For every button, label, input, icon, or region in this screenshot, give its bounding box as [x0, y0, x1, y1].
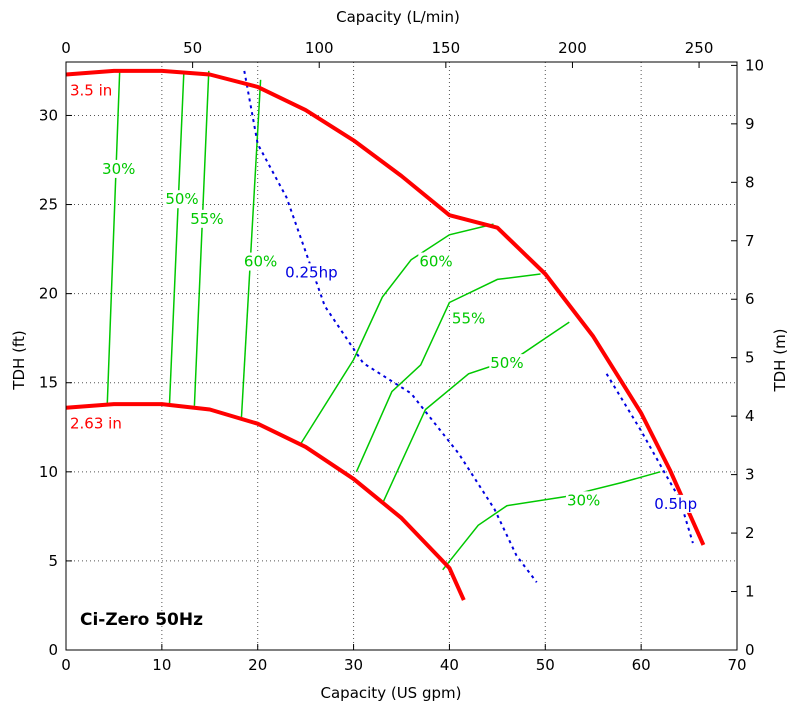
y-left-tick-label: 30: [39, 106, 58, 124]
y-right-tick-label: 1: [745, 583, 755, 601]
power-label: 0.5hp: [654, 495, 697, 513]
x-axis-bottom-title: Capacity (US gpm): [321, 684, 462, 702]
efficiency-label-bg: [242, 252, 279, 271]
efficiency-curve: [168, 70, 185, 405]
efficiency-label: 30%: [567, 491, 600, 509]
efficiency-label-group: 50%: [164, 190, 200, 209]
impeller-label-group: 2.63 in: [69, 414, 123, 433]
x-bottom-tick-label: 10: [152, 656, 171, 674]
impeller-label-bg: [69, 81, 114, 100]
y-axis-left-title: TDH (ft): [10, 330, 28, 390]
efficiency-curve: [193, 70, 210, 406]
efficiency-label: 30%: [102, 160, 135, 178]
y-right-tick-label: 2: [745, 524, 755, 542]
efficiency-label-group: 30%: [565, 491, 602, 510]
power-label: 0.25hp: [285, 263, 337, 281]
efficiency-label-bg: [450, 309, 487, 328]
efficiency-curve: [106, 70, 121, 406]
x-bottom-tick-label: 0: [61, 656, 71, 674]
efficiency-label-group: 55%: [189, 209, 225, 228]
efficiency-curve: [299, 223, 494, 446]
y-right-tick-label: 3: [745, 466, 755, 484]
x-top-tick-label: 200: [558, 39, 587, 57]
power-label-group: 0.25hp: [284, 263, 339, 282]
power-label-bg: [284, 263, 339, 282]
efficiency-label: 55%: [190, 210, 223, 228]
x-top-tick-label: 50: [183, 39, 202, 57]
x-bottom-tick-label: 40: [440, 656, 459, 674]
y-left-tick-label: 10: [39, 463, 58, 481]
efficiency-label-bg: [101, 159, 137, 178]
impeller-curve: [65, 402, 466, 601]
efficiency-label-group: 60%: [418, 252, 454, 271]
y-right-tick-label: 4: [745, 407, 755, 425]
efficiency-label-bg: [164, 190, 200, 209]
axis-ticks: 0 10 20 30 40 50 60 700 50 100 150 200 2500510152025…: [39, 39, 764, 674]
power-label-bg: [653, 494, 699, 513]
y-right-tick-label: 8: [745, 173, 755, 191]
power-curve: [605, 373, 694, 544]
efficiency-label: 55%: [452, 310, 485, 328]
y-left-tick-label: 5: [48, 552, 58, 570]
x-top-tick-label: 100: [305, 39, 334, 57]
grid: [66, 62, 737, 650]
y-right-tick-label: 9: [745, 115, 755, 133]
efficiency-label-bg: [565, 491, 602, 510]
power-curve: [243, 70, 538, 583]
y-right-tick-label: 5: [745, 349, 755, 367]
x-top-tick-label: 0: [61, 39, 71, 57]
x-bottom-tick-label: 60: [632, 656, 651, 674]
chart-title: Ci-Zero 50Hz: [80, 610, 203, 630]
efficiency-label-bg: [489, 354, 525, 373]
y-left-tick-label: 15: [39, 374, 58, 392]
plot-frame: [65, 61, 738, 651]
impeller-curve: [65, 68, 706, 546]
efficiency-label: 50%: [165, 190, 198, 208]
y-left-tick-label: 25: [39, 196, 58, 214]
curve-labels: 30% 50% 55% 60% 60% 55% 50% 30% 0.25hp 0.5hp 3.5 i…: [69, 81, 699, 513]
efficiency-curve: [442, 471, 661, 571]
x-top-tick-label: 150: [432, 39, 461, 57]
x-axis-top-title: Capacity (L/min): [336, 8, 460, 26]
impeller-label-bg: [69, 414, 123, 433]
y-left-tick-label: 0: [48, 641, 58, 659]
x-top-tick-label: 250: [685, 39, 714, 57]
y-right-tick-label: 6: [745, 290, 755, 308]
power-label-group: 0.5hp: [653, 494, 699, 513]
y-right-tick-label: 10: [745, 56, 764, 74]
impeller-label: 3.5 in: [70, 81, 112, 99]
efficiency-curve: [355, 273, 541, 473]
impeller-label-group: 3.5 in: [69, 81, 114, 100]
x-bottom-tick-label: 20: [248, 656, 267, 674]
x-bottom-tick-label: 30: [344, 656, 363, 674]
efficiency-label-group: 55%: [450, 309, 487, 328]
efficiency-label-bg: [418, 252, 454, 271]
efficiency-label: 60%: [244, 253, 277, 271]
efficiency-curve: [240, 79, 262, 419]
x-bottom-tick-label: 50: [536, 656, 555, 674]
y-right-tick-label: 0: [745, 641, 755, 659]
efficiency-curve: [381, 321, 570, 505]
y-right-tick-label: 7: [745, 232, 755, 250]
y-left-tick-label: 20: [39, 285, 58, 303]
efficiency-label: 50%: [490, 354, 523, 372]
curves: [65, 68, 706, 601]
y-axis-right-title: TDH (m): [771, 328, 789, 392]
efficiency-label-bg: [189, 209, 225, 228]
x-bottom-tick-label: 70: [727, 656, 746, 674]
efficiency-label-group: 50%: [489, 354, 525, 373]
efficiency-label-group: 60%: [242, 252, 279, 271]
efficiency-label: 60%: [419, 253, 452, 271]
efficiency-label-group: 30%: [101, 159, 137, 178]
impeller-label: 2.63 in: [70, 415, 122, 433]
